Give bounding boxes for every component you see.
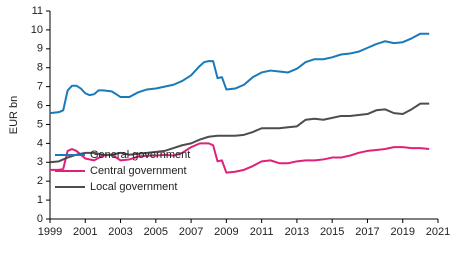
y-tick-label: 1 — [37, 194, 43, 206]
legend-label: General government — [90, 149, 190, 161]
x-tick-label: 2003 — [108, 226, 132, 238]
x-tick-label: 2007 — [179, 226, 203, 238]
legend-label: Central government — [90, 165, 187, 177]
series-line — [49, 102, 430, 164]
y-tick-label: 2 — [37, 175, 43, 187]
y-tick-label: 3 — [37, 156, 43, 168]
y-tick-label: 9 — [37, 43, 43, 55]
legend-label: Local government — [90, 181, 177, 193]
x-tick-label: 2005 — [144, 226, 168, 238]
y-tick-label: 7 — [37, 81, 43, 93]
series-line — [49, 32, 430, 115]
y-tick-label: 11 — [32, 5, 43, 17]
y-tick-label: 8 — [37, 62, 43, 74]
x-tick-label: 2013 — [285, 226, 309, 238]
y-tick-label: 5 — [37, 118, 43, 130]
y-tick-label: 4 — [37, 137, 43, 149]
x-tick-label: 2001 — [73, 226, 97, 238]
y-tick-label: 6 — [37, 99, 43, 111]
x-tick-label: 2017 — [355, 226, 379, 238]
x-tick-label: 2009 — [214, 226, 238, 238]
x-tick-label: 2021 — [426, 226, 450, 238]
series-line — [50, 142, 430, 174]
y-axis-label: EUR bn — [8, 96, 20, 135]
y-tick-label: 0 — [37, 213, 43, 225]
x-tick-label: 2019 — [390, 226, 414, 238]
x-tick-label: 1999 — [38, 226, 62, 238]
x-tick-label: 2015 — [320, 226, 344, 238]
x-tick-label: 2011 — [250, 226, 274, 238]
y-tick-label: 10 — [31, 24, 43, 36]
